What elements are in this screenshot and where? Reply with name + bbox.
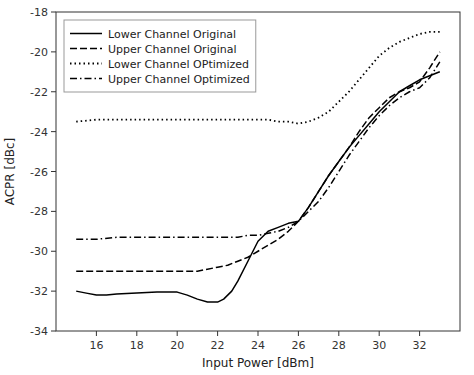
x-tick: [298, 331, 299, 336]
y-tick: [51, 211, 56, 212]
x-tick-label: 26: [291, 339, 305, 352]
lines: [76, 32, 440, 302]
x-tick-label: 32: [413, 339, 427, 352]
x-tick: [136, 331, 137, 336]
x-tick-label: 24: [251, 339, 265, 352]
y-tick: [51, 291, 56, 292]
x-tick-label: 22: [211, 339, 225, 352]
x-tick: [338, 331, 339, 336]
y-tick-label: -34: [30, 325, 48, 338]
x-tick-label: 28: [332, 339, 346, 352]
y-tick: [51, 251, 56, 252]
y-tick: [51, 51, 56, 52]
x-tick-label: 18: [130, 339, 144, 352]
x-tick: [217, 331, 218, 336]
y-tick: [51, 91, 56, 92]
y-tick: [51, 131, 56, 132]
y-axis-label: ACPR [dBc]: [3, 138, 17, 206]
legend-swatch: [70, 63, 102, 65]
x-tick-label: 30: [372, 339, 386, 352]
y-tick-label: -32: [30, 285, 48, 298]
chart: 16 18 20 22 24 26 28 30 32 -34 -32 -30 -28 -26 -24 -22 -…: [0, 0, 474, 375]
y-tick: [51, 331, 56, 332]
y-tick-label: -30: [30, 245, 48, 258]
x-tick-label: 20: [170, 339, 184, 352]
legend-label: Upper Channel Optimized: [108, 73, 250, 86]
series-line: [76, 52, 440, 271]
x-tick: [258, 331, 259, 336]
x-tick-label: 16: [89, 339, 103, 352]
legend: Lower Channel Original Upper Channel Orig…: [64, 20, 256, 92]
y-tick-label: -22: [30, 86, 48, 99]
y-tick-label: -26: [30, 166, 48, 179]
x-tick: [379, 331, 380, 336]
legend-swatch: [70, 33, 102, 35]
legend-box: [64, 20, 256, 92]
y-tick-label: -24: [30, 126, 48, 139]
x-axis-label: Input Power [dBm]: [202, 356, 314, 370]
y-tick-label: -20: [30, 46, 48, 59]
legend-label: Lower Channel OPtimized: [108, 58, 249, 71]
y-tick: [51, 171, 56, 172]
y-tick-label: -18: [30, 6, 48, 19]
legend-label: Upper Channel Original: [108, 43, 237, 56]
legend-swatch: [70, 48, 102, 50]
y-tick-label: -28: [30, 205, 48, 218]
legend-swatch: [70, 78, 102, 80]
x-tick: [419, 331, 420, 336]
y-tick: [51, 12, 56, 13]
series-line: [76, 72, 440, 302]
legend-label: Lower Channel Original: [108, 28, 236, 41]
x-tick: [96, 331, 97, 336]
axes: 16 18 20 22 24 26 28 30 32 -34 -32 -30 -28 -26 -24 -22 -…: [30, 6, 427, 352]
plot-frame: [56, 12, 460, 331]
x-tick: [177, 331, 178, 336]
